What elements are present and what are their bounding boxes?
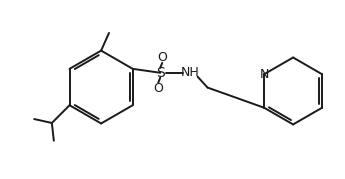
Text: O: O [157, 50, 167, 64]
Text: S: S [156, 66, 165, 80]
Text: NH: NH [180, 66, 199, 79]
Text: N: N [259, 68, 269, 81]
Text: O: O [153, 82, 163, 95]
